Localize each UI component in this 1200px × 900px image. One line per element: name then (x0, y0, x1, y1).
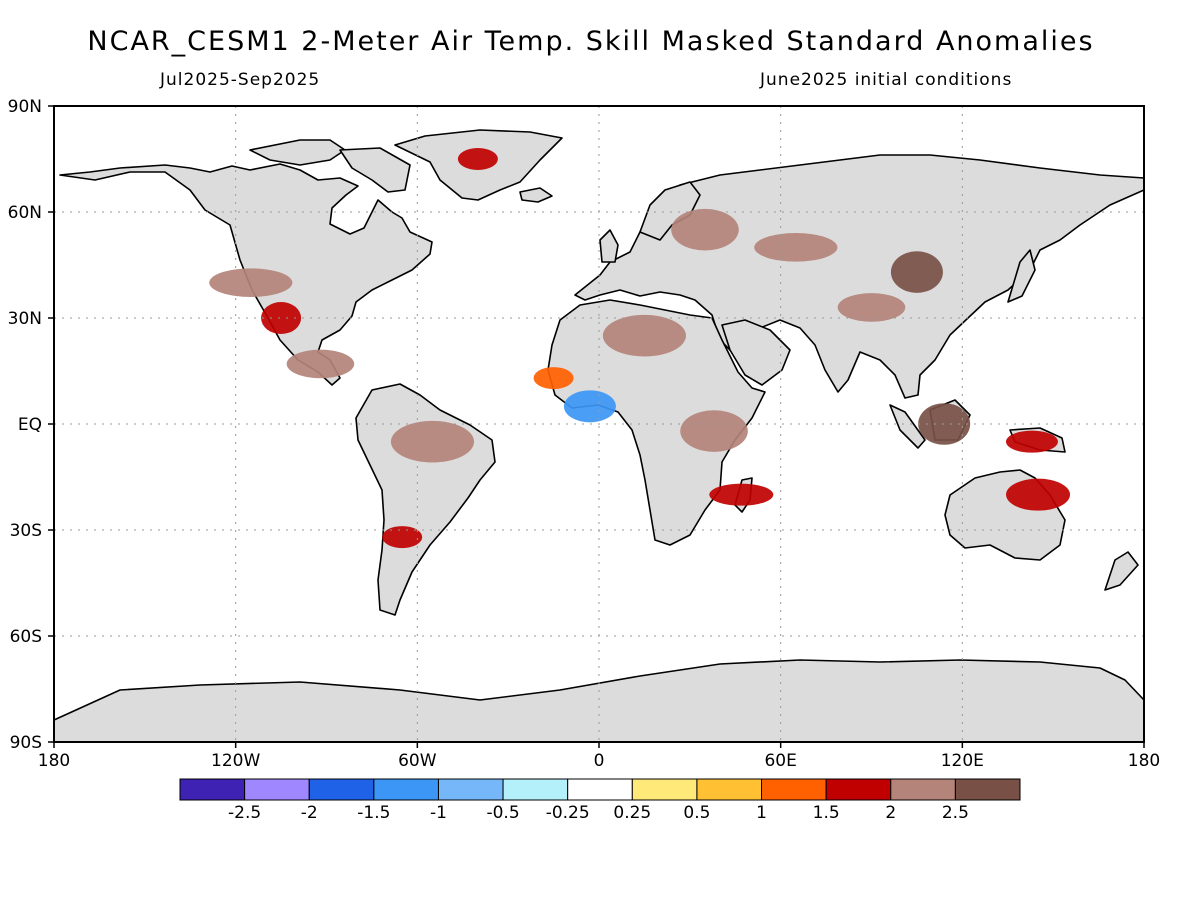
colorbar-swatch (696, 778, 763, 801)
anomaly-patch-tibet-w-china (837, 293, 906, 322)
x-tick-label: 60E (764, 751, 796, 771)
x-tick-label: 0 (594, 751, 605, 771)
colorbar-swatch (437, 778, 504, 801)
anomaly-patch-ne-australia (1006, 478, 1071, 511)
y-tick-label: 90S (10, 733, 42, 753)
colorbar-swatch (308, 778, 375, 801)
colorbar-swatch (502, 778, 569, 801)
colorbar-label: -2 (301, 803, 318, 823)
grid-lines (54, 106, 1144, 742)
map-layer (53, 105, 1145, 743)
anomaly-patch-greenland (457, 148, 498, 170)
anomaly-patch-west-africa-coast (533, 367, 574, 390)
colorbar: -2.5 -2 -1.5 -1 -0.5 -0.25 0.25 0.5 1 1.5 2 2.5 (179, 778, 1021, 823)
anomaly-patch-mongolia-n-china (890, 251, 943, 293)
landmass-baffin (339, 147, 411, 193)
anomaly-patch-new-guinea (1005, 430, 1058, 453)
colorbar-label: -0.5 (486, 803, 519, 823)
landmass-scandinavia (639, 181, 701, 241)
colorbar-swatch (631, 778, 698, 801)
colorbar-label: 0.5 (683, 803, 710, 823)
anomaly-patch-east-africa (680, 410, 748, 452)
x-tick-label: 180 (1128, 751, 1160, 771)
anomaly-patch-borneo (918, 403, 971, 445)
anomaly-patches (109, 148, 1071, 549)
colorbar-label: 2 (885, 803, 896, 823)
x-tick-label: 120W (211, 751, 260, 771)
colorbar-swatch (244, 778, 310, 801)
colorbar-swatch (567, 778, 633, 801)
anomaly-patch-western-us (209, 268, 293, 297)
landmass-british-isles (599, 229, 619, 263)
forecast-period: Jul2025-Sep2025 (160, 70, 321, 90)
anomaly-patch-madagascar (709, 483, 774, 506)
colorbar-swatch (179, 778, 246, 801)
colorbar-label: 0.25 (613, 803, 651, 823)
chart-title: NCAR_CESM1 2-Meter Air Temp. Skill Maske… (87, 26, 1095, 57)
x-tick-label: 120E (941, 751, 984, 771)
landmass-new-zealand (1104, 551, 1139, 591)
anomaly-patch-eastern-europe-w-russia (671, 208, 739, 251)
y-tick-label: 90N (8, 97, 42, 117)
colorbar-label: 2.5 (942, 803, 969, 823)
colorbar-label: -1 (430, 803, 447, 823)
land-group (53, 129, 1145, 743)
anomaly-patch-alaska-nw- (109, 176, 150, 199)
y-tick-label: EQ (18, 415, 42, 435)
y-tick-label: 30N (8, 309, 42, 329)
axis-ticks: 180 120W 60W 0 60E 120E 180 90N 60N 30N EQ 30S 60S 90… (8, 97, 1161, 771)
colorbar-swatch (825, 778, 892, 801)
landmass-iceland (519, 187, 553, 203)
landmass-arabia (721, 319, 791, 386)
anomaly-patch-southwest-us-mexico (261, 302, 302, 334)
landmass-arctic-islands (249, 139, 346, 166)
colorbar-label: 1 (756, 803, 767, 823)
anomaly-patch-north-africa-sahara (602, 314, 687, 357)
y-tick-label: 30S (10, 521, 42, 541)
x-tick-label: 180 (38, 751, 70, 771)
y-tick-label: 60S (10, 627, 42, 647)
colorbar-swatch (954, 778, 1021, 801)
colorbar-label: -2.5 (228, 803, 261, 823)
initial-conditions: June2025 initial conditions (760, 70, 1013, 90)
colorbar-label: -0.25 (546, 803, 590, 823)
y-tick-label: 60N (8, 203, 42, 223)
anomaly-patch-amazon (390, 420, 475, 463)
anomaly-patch-gulf-of-guinea (563, 390, 616, 423)
anomaly-patch-central-asia-kazakhstan (754, 233, 838, 262)
colorbar-label: 1.5 (813, 803, 840, 823)
colorbar-swatch (761, 778, 827, 801)
anomaly-patch-central-america (286, 349, 355, 379)
x-tick-label: 60W (398, 751, 437, 771)
landmass-sumatra (889, 404, 926, 449)
anomaly-patch-northern-argentina (382, 526, 423, 549)
colorbar-swatch (373, 778, 439, 801)
colorbar-swatch (890, 778, 956, 801)
colorbar-label: -1.5 (357, 803, 390, 823)
landmass-japan (1007, 249, 1036, 303)
